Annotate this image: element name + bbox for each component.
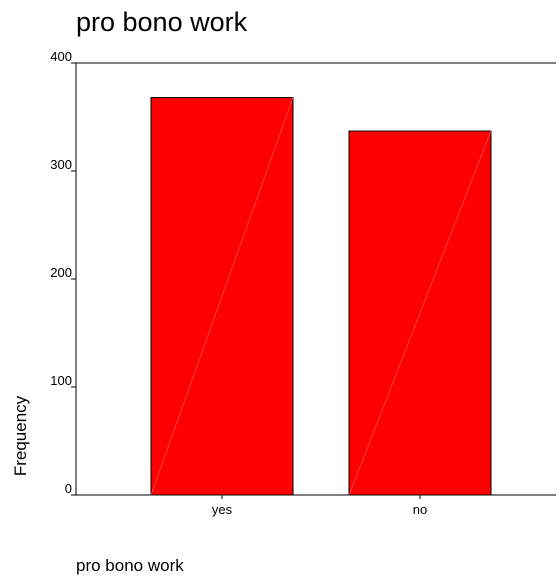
- y-axis-ticks: 0 100 200 300 400: [50, 49, 76, 496]
- x-tick-label-no: no: [413, 502, 427, 517]
- x-tick-label-yes: yes: [212, 502, 233, 517]
- y-tick-label: 200: [50, 265, 72, 280]
- chart-title: pro bono work: [76, 7, 248, 37]
- y-tick-label: 100: [50, 373, 72, 388]
- x-axis-title: pro bono work: [76, 556, 184, 575]
- bar-yes-shading-line: [150, 97, 294, 496]
- x-axis-ticks: yes no: [212, 495, 427, 517]
- y-tick-label: 400: [50, 49, 72, 64]
- y-tick-label: 300: [50, 157, 72, 172]
- bar-no-shading-line: [348, 130, 492, 496]
- bars: [150, 97, 492, 496]
- y-tick-label: 0: [65, 481, 72, 496]
- y-axis-title: Frequency: [11, 395, 30, 476]
